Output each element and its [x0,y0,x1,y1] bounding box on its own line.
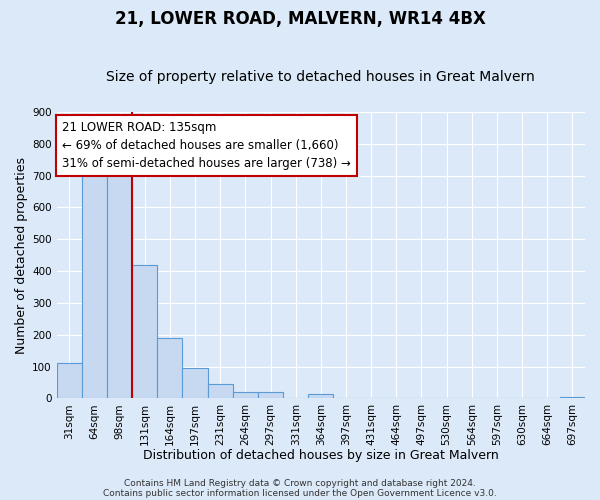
Bar [258,392,283,398]
Bar [182,368,208,398]
Y-axis label: Number of detached properties: Number of detached properties [15,156,28,354]
Bar [82,160,107,398]
Bar [132,264,157,398]
Text: Contains public sector information licensed under the Open Government Licence v3: Contains public sector information licen… [103,488,497,498]
Bar [208,384,233,398]
Text: 21, LOWER ROAD, MALVERN, WR14 4BX: 21, LOWER ROAD, MALVERN, WR14 4BX [115,10,485,28]
Bar [107,160,132,398]
Title: Size of property relative to detached houses in Great Malvern: Size of property relative to detached ho… [106,70,535,85]
Bar [233,392,258,398]
Bar [157,338,182,398]
X-axis label: Distribution of detached houses by size in Great Malvern: Distribution of detached houses by size … [143,450,499,462]
Text: Contains HM Land Registry data © Crown copyright and database right 2024.: Contains HM Land Registry data © Crown c… [124,478,476,488]
Bar [560,397,585,398]
Bar [308,394,334,398]
Text: 21 LOWER ROAD: 135sqm
← 69% of detached houses are smaller (1,660)
31% of semi-d: 21 LOWER ROAD: 135sqm ← 69% of detached … [62,120,351,170]
Bar [56,364,82,398]
